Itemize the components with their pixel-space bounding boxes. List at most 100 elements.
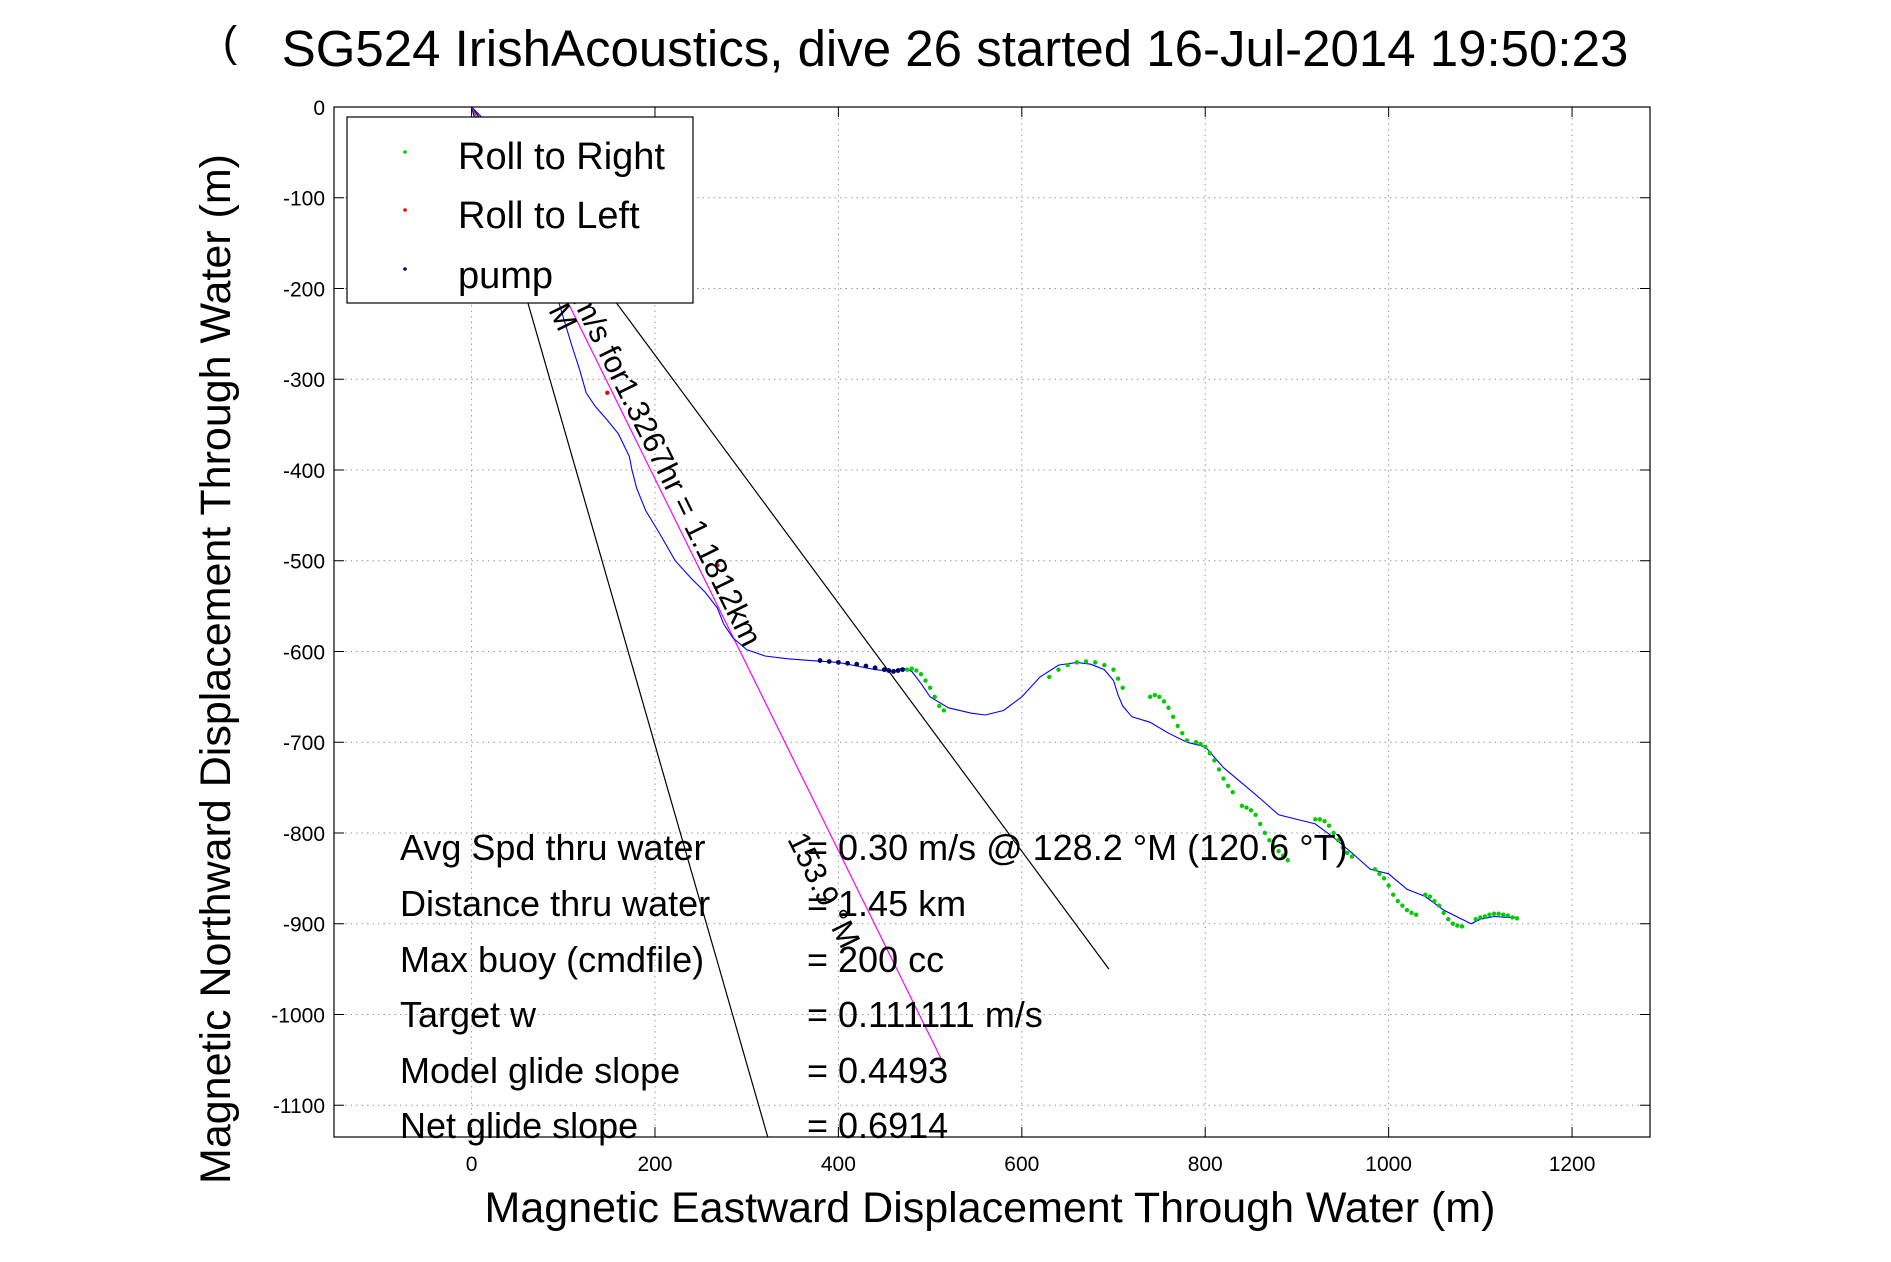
roll-right-point (1313, 817, 1318, 822)
axis-ticks: 0 200 400 600 800 1000 1200 0 -100 -200 -300 -400 -5… (271, 97, 1650, 1176)
roll-right-point (1225, 783, 1231, 789)
max-buoy-value: = 200 cc (807, 939, 944, 980)
roll-right-point (1436, 903, 1442, 908)
roll-right-point (1166, 705, 1171, 710)
model-glide-value: = 0.4493 (807, 1050, 948, 1091)
roll-right-point (918, 671, 924, 677)
roll-right-point (1455, 923, 1460, 928)
roll-right-point (1253, 812, 1258, 818)
pump-point (826, 659, 832, 664)
x-tick-label: 0 (466, 1153, 478, 1176)
x-tick-label: 600 (1004, 1153, 1039, 1176)
roll-right-point (1505, 913, 1511, 918)
legend-label-roll-left: Roll to Left (458, 195, 640, 237)
roll-right-point (1317, 817, 1323, 822)
legend: Roll to Right Roll to Left pump (346, 116, 694, 304)
pump-point (863, 663, 869, 669)
roll-right-point (1111, 667, 1116, 672)
roll-right-point (1170, 714, 1176, 720)
data-series (471, 106, 1520, 929)
roll-right-point (1427, 894, 1433, 899)
roll-right-point (1056, 667, 1061, 672)
roll-right-point (1432, 898, 1437, 904)
roll-right-point (1248, 808, 1254, 813)
roll-right-point (1180, 730, 1185, 736)
avg-spd-value: = 0.30 m/s @ 128.2 °M (120.6 °T) (807, 827, 1348, 868)
roll-right-point (1203, 744, 1208, 749)
roll-left-point (605, 390, 610, 396)
roll-right-point (932, 694, 937, 700)
x-tick-label: 400 (821, 1153, 856, 1176)
roll-right-point (1115, 676, 1121, 681)
roll-right-point (1331, 830, 1336, 836)
y-tick-label: -200 (283, 278, 325, 301)
roll-right-point (1377, 871, 1382, 877)
y-tick-label: -800 (283, 823, 325, 846)
roll-right-point (1184, 738, 1190, 743)
legend-marker-roll-left (403, 208, 407, 212)
target-w-label: Target w (400, 994, 537, 1035)
roll-right-point (1441, 910, 1446, 916)
target-w-value: = 0.111111 m/s (807, 994, 1043, 1035)
pump-point (895, 668, 901, 673)
roll-right-point (914, 668, 919, 673)
roll-right-point (1221, 776, 1226, 781)
track-line (471, 106, 1517, 925)
roll-right-point (1413, 912, 1419, 917)
roll-right-point (1400, 903, 1405, 908)
roll-right-point (1335, 838, 1341, 843)
pump-point (845, 660, 850, 666)
pump-point (900, 667, 905, 673)
roll-right-point (1395, 898, 1401, 904)
distance-value: = 1.45 km (807, 883, 966, 924)
y-tick-label: -1000 (271, 1004, 325, 1027)
legend-label-pump: pump (458, 255, 553, 297)
y-tick-label: -900 (283, 914, 325, 937)
roll-right-point (1322, 818, 1327, 824)
pump-point (835, 659, 841, 665)
x-tick-label: 800 (1188, 1153, 1223, 1176)
y-tick-label: -300 (283, 369, 325, 392)
roll-right-point (1423, 892, 1428, 897)
x-tick-label: 200 (637, 1153, 672, 1176)
net-glide-label: Net glide slope (400, 1105, 638, 1146)
roll-right-point (1391, 892, 1396, 897)
roll-right-point (1404, 907, 1410, 913)
y-tick-label: -100 (283, 188, 325, 211)
model-glide-label: Model glide slope (400, 1050, 680, 1091)
roll-right-point (1340, 845, 1345, 850)
y-tick-label: -600 (283, 641, 325, 664)
x-axis-label: Magnetic Eastward Displacement Through W… (485, 1184, 1496, 1232)
distance-label: Distance thru water (400, 883, 710, 924)
roll-right-point (1161, 699, 1167, 704)
roll-right-point (1212, 758, 1217, 763)
roll-right-point (1207, 750, 1213, 756)
roll-right-point (1496, 911, 1501, 916)
avg-spd-label: Avg Spd thru water (400, 827, 706, 868)
roll-right-point (1409, 910, 1414, 916)
roll-right-point (1285, 858, 1290, 863)
roll-right-point (1230, 789, 1235, 795)
roll-right-point (1482, 914, 1488, 919)
y-tick-label: -400 (283, 460, 325, 483)
roll-right-point (1386, 883, 1391, 888)
roll-right-point (1198, 741, 1203, 747)
roll-right-point (927, 685, 933, 690)
roll-right-point (909, 666, 914, 671)
roll-right-point (1276, 848, 1281, 854)
roll-right-point (1478, 915, 1483, 920)
roll-right-point (923, 678, 928, 683)
roll-right-point (1446, 917, 1451, 922)
roll-right-point (1157, 694, 1162, 700)
roll-right-point (1473, 917, 1478, 922)
chart-title: SG524 IrishAcoustics, dive 26 started 16… (282, 20, 1629, 77)
roll-right-point (1280, 853, 1286, 858)
roll-right-point (1326, 823, 1332, 828)
roll-left-point (715, 563, 720, 568)
y-tick-label: -700 (283, 732, 325, 755)
roll-right-point (1102, 662, 1107, 668)
y-axis-label: Magnetic Northward Displacement Through … (192, 154, 240, 1184)
roll-right-point (1349, 854, 1355, 859)
roll-right-point (1487, 912, 1492, 917)
pump-point (854, 661, 860, 667)
